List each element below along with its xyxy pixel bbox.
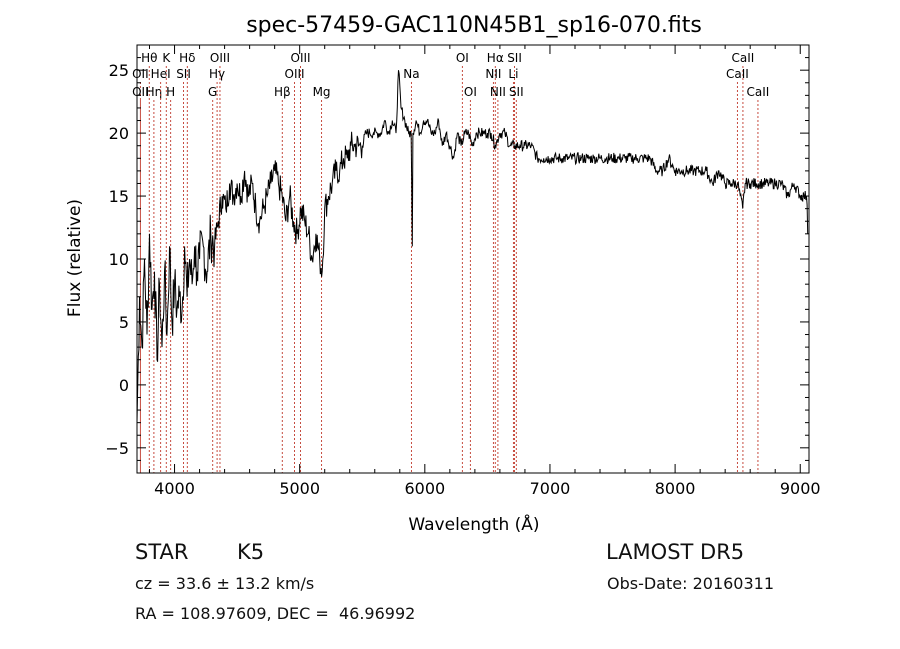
- x-tick-label: 8000: [655, 479, 696, 498]
- y-tick-label: 5: [119, 313, 129, 332]
- object-subclass: K5: [237, 540, 265, 564]
- line-marker-label: OIII: [291, 51, 311, 65]
- line-marker-label: NII: [485, 67, 501, 81]
- y-axis-label: Flux (relative): [65, 199, 85, 317]
- line-marker-label: Hγ: [209, 67, 225, 81]
- line-marker-label: HeI: [151, 67, 171, 81]
- x-axis-label: Wavelength (Å): [408, 513, 539, 535]
- line-marker-label: SII: [509, 85, 524, 99]
- line-marker-label: OIII: [210, 51, 230, 65]
- x-tick-label: 6000: [404, 479, 445, 498]
- y-axis-ticks: −5 0 5 10 15 20 25: [105, 57, 809, 461]
- spectrum-series: [136, 70, 809, 423]
- line-marker-label: OIII: [285, 67, 305, 81]
- line-marker-label: OI: [456, 51, 469, 65]
- y-tick-label: 15: [109, 187, 129, 206]
- x-tick-label: 5000: [279, 479, 320, 498]
- line-marker-label: CaII: [726, 67, 749, 81]
- line-marker-label: H: [166, 85, 175, 99]
- spectrum-line: [136, 70, 809, 423]
- line-marker-label: OII: [132, 67, 149, 81]
- ra-dec-coordinates: RA = 108.97609, DEC = 46.96992: [135, 604, 416, 623]
- chart-title: spec-57459-GAC110N45B1_sp16-070.fits: [246, 13, 702, 38]
- line-marker-label: Hη: [146, 85, 163, 99]
- object-class: STAR: [135, 540, 189, 564]
- plot-frame: [136, 44, 810, 474]
- observation-date: Obs-Date: 20160311: [607, 574, 775, 593]
- line-marker-label: K: [162, 51, 171, 65]
- x-tick-label: 7000: [530, 479, 571, 498]
- y-tick-label: 0: [119, 376, 129, 395]
- survey-name: LAMOST DR5: [606, 540, 745, 564]
- line-marker-label: Hθ: [141, 51, 157, 65]
- y-tick-label: 20: [109, 124, 129, 143]
- x-tick-label: 9000: [780, 479, 821, 498]
- line-marker-label: Hδ: [179, 51, 195, 65]
- y-tick-label: 10: [109, 250, 129, 269]
- line-marker-label: Mg: [313, 85, 331, 99]
- line-marker-label: SII: [176, 67, 191, 81]
- line-marker-label: G: [208, 85, 217, 99]
- x-axis-ticks: 4000 5000 6000 7000 8000 9000: [149, 45, 821, 498]
- line-marker-label: Hβ: [274, 85, 291, 99]
- x-tick-label: 4000: [154, 479, 195, 498]
- line-marker-label: NII: [490, 85, 506, 99]
- redshift-cz: cz = 33.6 ± 13.2 km/s: [135, 574, 315, 593]
- line-marker-label: CaII: [732, 51, 755, 65]
- y-tick-label: −5: [105, 439, 129, 458]
- line-marker-label: OII: [132, 85, 149, 99]
- line-marker-label: Hα: [487, 51, 504, 65]
- line-marker-label: CaII: [747, 85, 770, 99]
- line-marker-label: Li: [508, 67, 518, 81]
- line-marker-label: OI: [464, 85, 477, 99]
- line-marker-label: Na: [403, 67, 419, 81]
- line-marker-label: SII: [507, 51, 522, 65]
- y-tick-label: 25: [109, 61, 129, 80]
